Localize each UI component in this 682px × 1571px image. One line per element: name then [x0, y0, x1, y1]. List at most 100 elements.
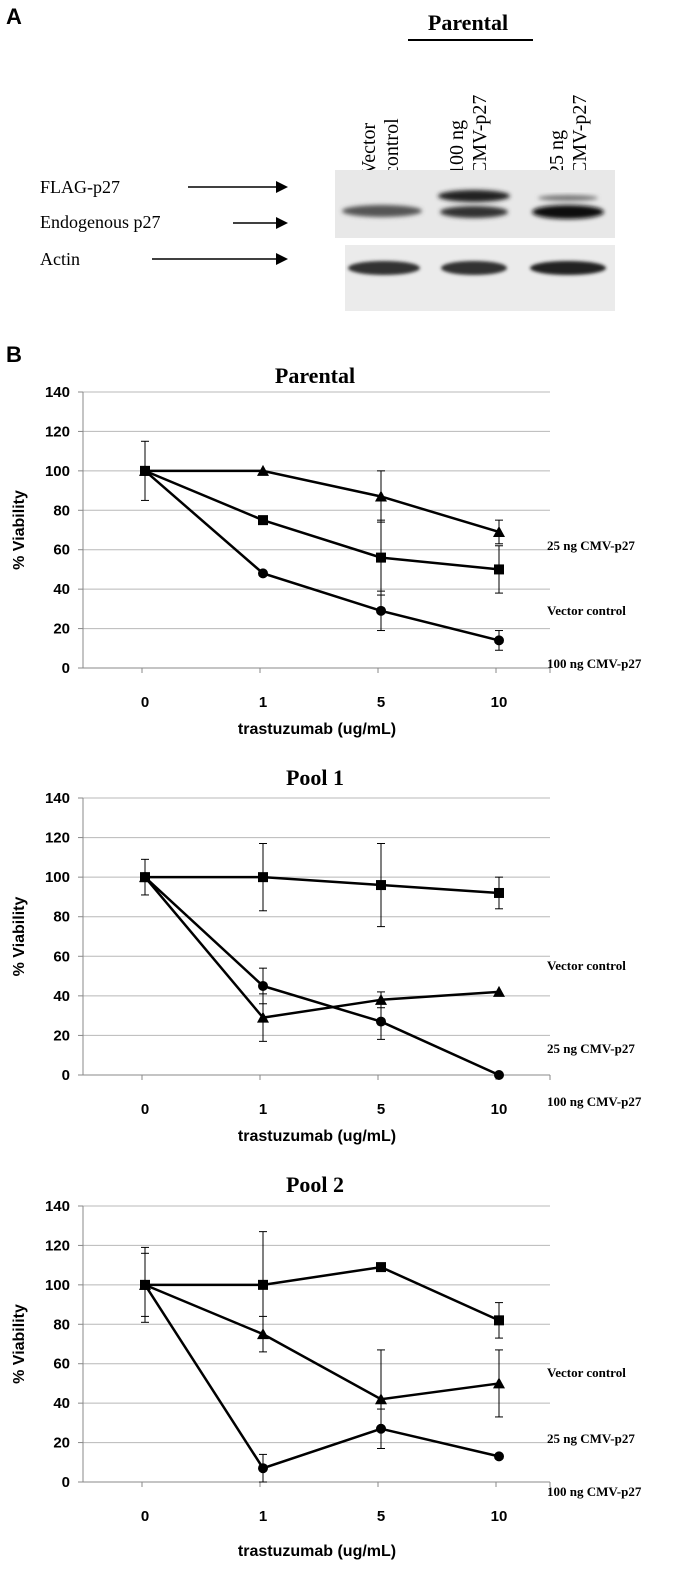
series-line — [144, 469, 500, 571]
lane-label-25ng: 25 ngCMV-p27 — [546, 95, 591, 175]
series-line — [144, 469, 500, 642]
data-point-square — [376, 880, 386, 891]
arrow-head-icon — [276, 181, 288, 193]
y-tick-label: 40 — [53, 1395, 70, 1412]
y-tick-label: 100 — [45, 869, 70, 886]
series-label: 25 ng CMV-p27 — [547, 1041, 635, 1056]
series-line — [145, 469, 500, 534]
series-label: Vector control — [547, 1365, 626, 1380]
series-line — [144, 876, 500, 1019]
band-endogenous-25ng — [532, 205, 604, 219]
data-point-circle — [494, 1070, 504, 1080]
data-point-square — [376, 1262, 386, 1273]
data-point-triangle — [257, 1011, 269, 1023]
y-tick-label: 20 — [53, 621, 70, 638]
row-label-flag-p27: FLAG-p27 — [40, 177, 120, 197]
series-label: 100 ng CMV-p27 — [547, 656, 642, 671]
y-tick-label: 40 — [53, 988, 70, 1005]
series-label: Vector control — [547, 958, 626, 973]
panel-b-letter: B — [6, 342, 22, 367]
band-flag-100ng — [438, 190, 510, 202]
y-tick-label: 80 — [53, 502, 70, 519]
x-tick-label: 10 — [491, 694, 508, 711]
lane-label-part: control — [381, 118, 403, 175]
series-triangle: 25 ng CMV-p27 — [139, 1252, 635, 1449]
series-triangle: 25 ng CMV-p27 — [139, 464, 635, 553]
series-line — [145, 1265, 500, 1322]
lane-label-vector-control: Vectorcontrol — [358, 118, 403, 175]
lane-label-part: 100 ng — [446, 120, 468, 175]
y-tick-label: 0 — [62, 660, 70, 677]
chart-3: Pool 2 0 20 40 60 80 100 120 140 0 1 5 10 trastuzumab… — [11, 1172, 642, 1560]
y-tick-label: 20 — [53, 1435, 70, 1452]
y-tick-label: 100 — [45, 463, 70, 480]
data-point-circle — [140, 1279, 150, 1290]
series-line — [145, 875, 500, 895]
series-circle: 100 ng CMV-p27 — [140, 872, 642, 1109]
row-label-endogenous-p27: Endogenous p27 — [40, 212, 161, 232]
arrow-head-icon — [276, 217, 288, 229]
data-point-circle — [258, 980, 268, 991]
band-actin-100ng — [441, 261, 507, 275]
band-actin-vector — [348, 261, 420, 275]
x-tick-label: 5 — [377, 1101, 385, 1118]
data-point-triangle — [493, 525, 505, 537]
band-endogenous-100ng — [440, 206, 508, 218]
data-point-square — [494, 1315, 504, 1326]
row-label-actin: Actin — [40, 249, 80, 269]
series-line — [144, 1283, 500, 1401]
x-axis-title: trastuzumab (ug/mL) — [238, 1543, 396, 1560]
lane-label-100ng: 100 ngCMV-p27 — [446, 95, 491, 175]
x-tick-label: 0 — [141, 1508, 149, 1525]
chart-title: Pool 1 — [286, 765, 344, 790]
series-square: Vector control — [140, 843, 626, 973]
chart-2: Pool 1 0 20 40 60 80 100 120 140 0 1 5 10 trastuzumab… — [11, 765, 642, 1145]
series-label: 100 ng CMV-p27 — [547, 1484, 642, 1499]
y-tick-label: 120 — [45, 830, 70, 847]
data-point-triangle — [257, 1328, 269, 1340]
data-point-triangle — [375, 993, 387, 1005]
y-tick-label: 140 — [45, 1198, 70, 1215]
data-point-square — [258, 1279, 268, 1290]
x-tick-label: 0 — [141, 1101, 149, 1118]
y-tick-label: 40 — [53, 581, 70, 598]
y-tick-label: 0 — [62, 1067, 70, 1084]
data-point-circle — [376, 1423, 386, 1434]
data-point-square — [494, 887, 504, 898]
y-axis-title: % Viability — [11, 897, 28, 977]
lane-label-part: Vector — [358, 122, 380, 175]
lane-label-part: 25 ng — [546, 130, 568, 175]
series-line — [144, 876, 500, 1077]
data-point-circle — [140, 872, 150, 883]
band-actin-25ng — [530, 261, 606, 275]
data-point-circle — [494, 635, 504, 646]
x-axis-title: trastuzumab (ug/mL) — [238, 1128, 396, 1145]
y-tick-label: 60 — [53, 948, 70, 965]
y-tick-label: 140 — [45, 384, 70, 401]
blot-p27 — [335, 170, 615, 238]
x-tick-label: 1 — [259, 1101, 267, 1118]
y-tick-label: 20 — [53, 1027, 70, 1044]
y-tick-label: 0 — [62, 1474, 70, 1491]
data-point-triangle — [375, 490, 387, 502]
data-point-circle — [258, 1463, 268, 1474]
x-tick-label: 0 — [141, 694, 149, 711]
data-point-square — [494, 564, 504, 575]
band-flag-25ng — [538, 195, 598, 201]
lane-label-part: CMV-p27 — [569, 95, 591, 175]
y-axis-title: % Viability — [11, 1304, 28, 1384]
x-tick-label: 5 — [377, 1508, 385, 1525]
data-point-circle — [376, 605, 386, 616]
x-axis-title: trastuzumab (ug/mL) — [238, 721, 396, 738]
chart-title: Pool 2 — [286, 1172, 344, 1197]
charts-container: Parental 0 20 40 60 80 100 120 140 0 1 5 10 trastuzum… — [11, 363, 642, 1560]
chart-title: Parental — [275, 363, 355, 388]
data-point-circle — [494, 1451, 504, 1462]
data-point-square — [376, 552, 386, 563]
arrow-head-icon — [276, 253, 288, 265]
y-axis-title: % Viability — [11, 490, 28, 570]
series-square: Vector control — [140, 1231, 626, 1380]
y-tick-label: 140 — [45, 790, 70, 807]
series-label: 25 ng CMV-p27 — [547, 538, 635, 553]
